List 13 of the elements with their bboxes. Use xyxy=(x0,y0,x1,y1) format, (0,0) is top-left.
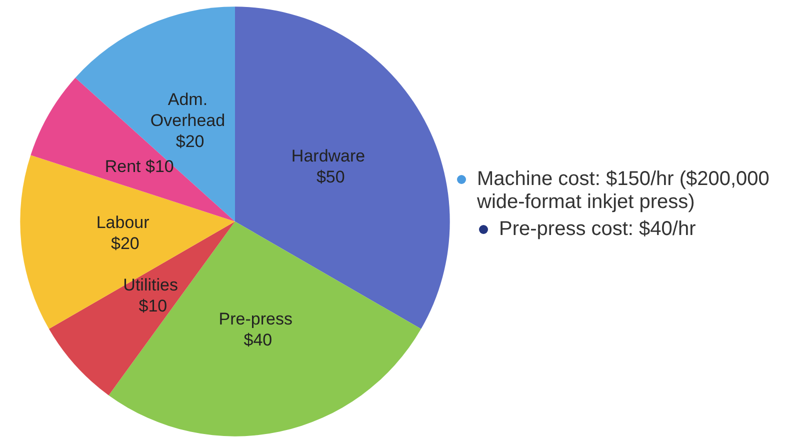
slice-label: Pre-press xyxy=(218,310,298,329)
text: Pre-press cost: $40/hr xyxy=(499,218,696,240)
slice-label: Hardware xyxy=(291,146,370,166)
slice-label: Adm. Overhead xyxy=(150,90,230,130)
data-label: $20 xyxy=(176,132,204,152)
slice-label: Labour xyxy=(96,213,154,232)
slice-label: Utilities xyxy=(123,275,183,294)
text: Machine cost: $150/hr ($200,000 wide-format inkjet press) xyxy=(477,168,770,213)
slice-label: Rent $10 xyxy=(104,156,174,176)
data-label: $50 xyxy=(316,167,345,186)
data-label: $40 xyxy=(244,330,272,350)
data-label: $20 xyxy=(110,234,140,254)
data-label: $10 xyxy=(138,296,168,316)
